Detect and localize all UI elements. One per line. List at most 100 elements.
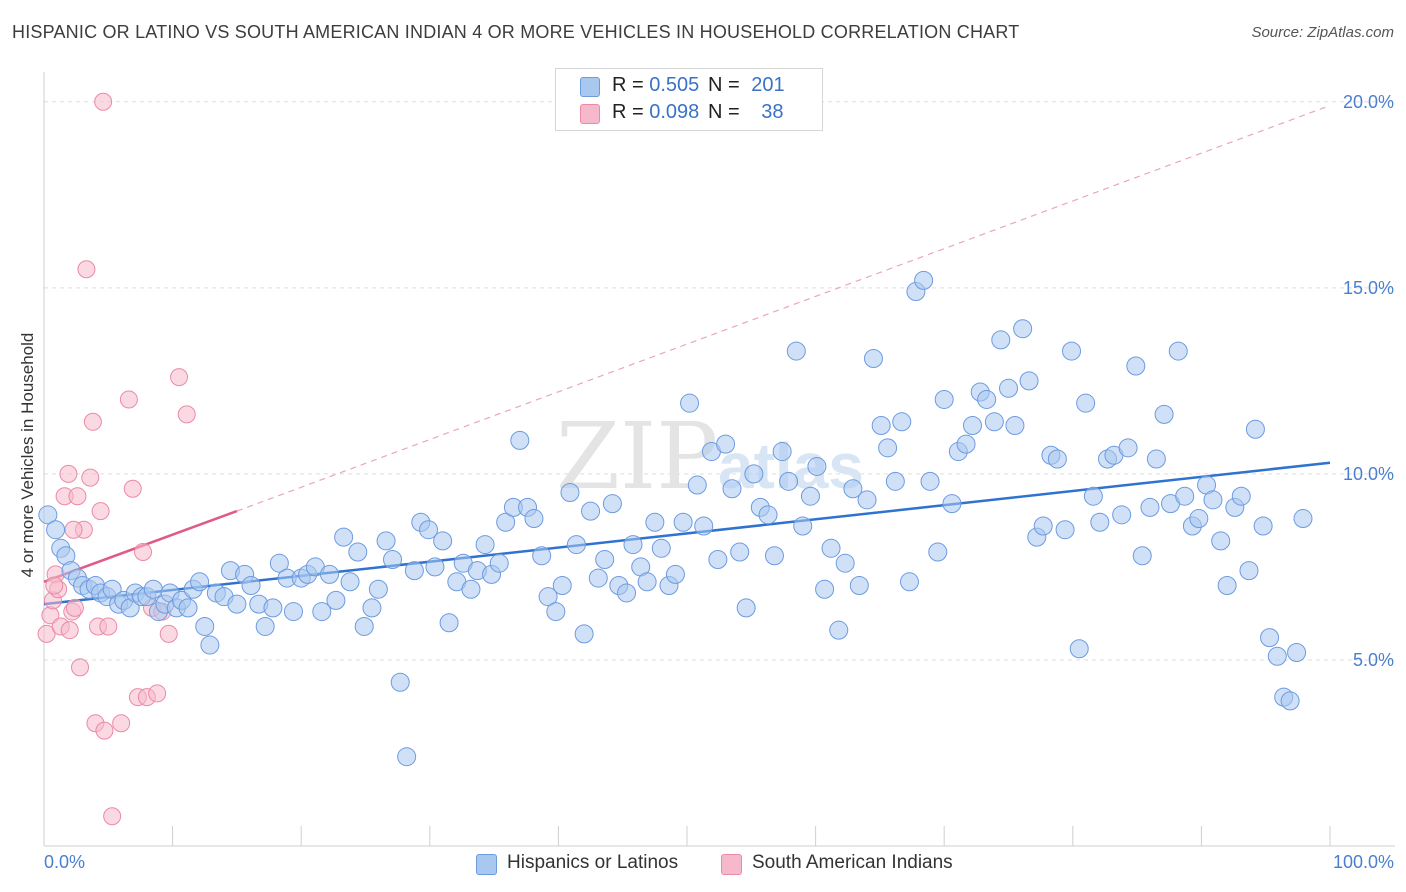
data-point-blue: [38, 505, 58, 525]
bottom-legend-swatch-blue: [476, 854, 497, 875]
data-point-blue: [397, 747, 417, 767]
data-point-blue: [1090, 512, 1110, 532]
data-point-pink: [177, 405, 196, 424]
data-point-pink: [159, 624, 178, 643]
data-point-blue: [1055, 520, 1075, 540]
legend-n-label: N =: [708, 101, 746, 123]
data-point-blue: [362, 598, 382, 618]
data-point-blue: [532, 546, 552, 566]
data-point-blue: [1189, 509, 1209, 529]
data-point-blue: [694, 516, 714, 536]
data-point-blue: [269, 553, 289, 573]
data-point-blue: [143, 579, 163, 599]
data-point-blue: [439, 613, 459, 633]
data-point-blue: [991, 330, 1011, 350]
data-point-blue: [800, 486, 820, 506]
legend-swatch-blue: [580, 77, 600, 97]
data-point-blue: [716, 434, 736, 454]
data-point-blue: [489, 553, 509, 573]
data-point-blue: [1245, 419, 1265, 439]
y-tick-label: 10.0%: [1342, 463, 1394, 484]
data-point-blue: [1168, 341, 1188, 361]
data-point-pink: [45, 576, 64, 595]
data-point-blue: [524, 509, 544, 529]
legend-r-value: 0.098: [649, 101, 700, 123]
trend-extension-dashed: [236, 104, 1331, 512]
data-point-pink: [81, 468, 100, 487]
data-point-blue: [849, 576, 869, 596]
data-point-blue: [1203, 490, 1223, 510]
source-label: Source: ZipAtlas.com: [1251, 24, 1394, 41]
data-point-blue: [977, 389, 997, 409]
data-point-blue: [899, 572, 919, 592]
data-point-blue: [190, 572, 210, 592]
data-point-pink: [148, 684, 167, 703]
data-point-blue: [1253, 516, 1273, 536]
data-point-blue: [665, 564, 685, 584]
bottom-legend-label: South American Indians: [752, 852, 953, 873]
data-point-blue: [334, 527, 354, 547]
data-point-blue: [1013, 319, 1033, 339]
legend-r-label: R =: [612, 101, 650, 123]
data-point-blue: [617, 583, 637, 603]
data-point-pink: [77, 260, 96, 279]
legend-n-label: N =: [708, 74, 746, 96]
data-point-blue: [390, 672, 410, 692]
data-point-blue: [241, 576, 261, 596]
data-point-blue: [340, 572, 360, 592]
bottom-legend-swatch-pink: [721, 854, 742, 875]
data-point-blue: [566, 535, 586, 555]
bottom-legend-item-south-american-indians: South American Indians: [721, 852, 953, 875]
data-point-blue: [263, 598, 283, 618]
legend-n-value: 201: [751, 74, 785, 96]
data-point-blue: [736, 598, 756, 618]
data-point-blue: [1126, 356, 1146, 376]
legend: R = 0.505 N = 201 R = 0.098 N = 38: [555, 68, 823, 131]
data-point-pink: [91, 502, 110, 521]
data-point-pink: [37, 624, 56, 643]
y-tick-label: 20.0%: [1342, 91, 1394, 112]
axes: [43, 72, 1395, 847]
data-point-blue: [779, 471, 799, 491]
data-point-blue: [1132, 546, 1152, 566]
data-point-blue: [1047, 449, 1067, 469]
data-point-blue: [1005, 416, 1025, 436]
data-point-blue: [623, 535, 643, 555]
data-point-blue: [815, 579, 835, 599]
data-point-blue: [1154, 404, 1174, 424]
data-point-blue: [419, 520, 439, 540]
data-point-blue: [200, 635, 220, 655]
data-point-pink: [95, 721, 114, 740]
data-point-blue: [1293, 509, 1313, 529]
data-point-blue: [383, 549, 403, 569]
data-point-blue: [283, 602, 303, 622]
data-point-blue: [857, 490, 877, 510]
legend-n-value: 38: [761, 101, 784, 123]
data-point-blue: [1118, 438, 1138, 458]
points-hispanics: [38, 270, 1313, 767]
data-point-blue: [914, 270, 934, 290]
y-axis-title: 4 or more Vehicles in Household: [18, 332, 37, 578]
data-point-blue: [871, 416, 891, 436]
data-point-blue: [1267, 646, 1287, 666]
legend-swatch-pink: [580, 104, 600, 124]
data-point-pink: [65, 598, 84, 617]
data-point-blue: [885, 471, 905, 491]
data-point-blue: [1019, 371, 1039, 391]
data-point-blue: [821, 538, 841, 558]
data-point-blue: [496, 512, 516, 532]
data-point-blue: [722, 479, 742, 499]
data-point-blue: [433, 531, 453, 551]
data-point-blue: [786, 341, 806, 361]
data-point-blue: [730, 542, 750, 562]
data-point-blue: [1217, 576, 1237, 596]
data-point-pink: [134, 543, 153, 562]
data-point-pink: [170, 368, 189, 387]
y-tick-label: 15.0%: [1342, 277, 1394, 298]
data-point-blue: [984, 412, 1004, 432]
data-point-blue: [1211, 531, 1231, 551]
data-point-blue: [538, 587, 558, 607]
data-point-blue: [560, 482, 580, 502]
data-point-blue: [878, 438, 898, 458]
